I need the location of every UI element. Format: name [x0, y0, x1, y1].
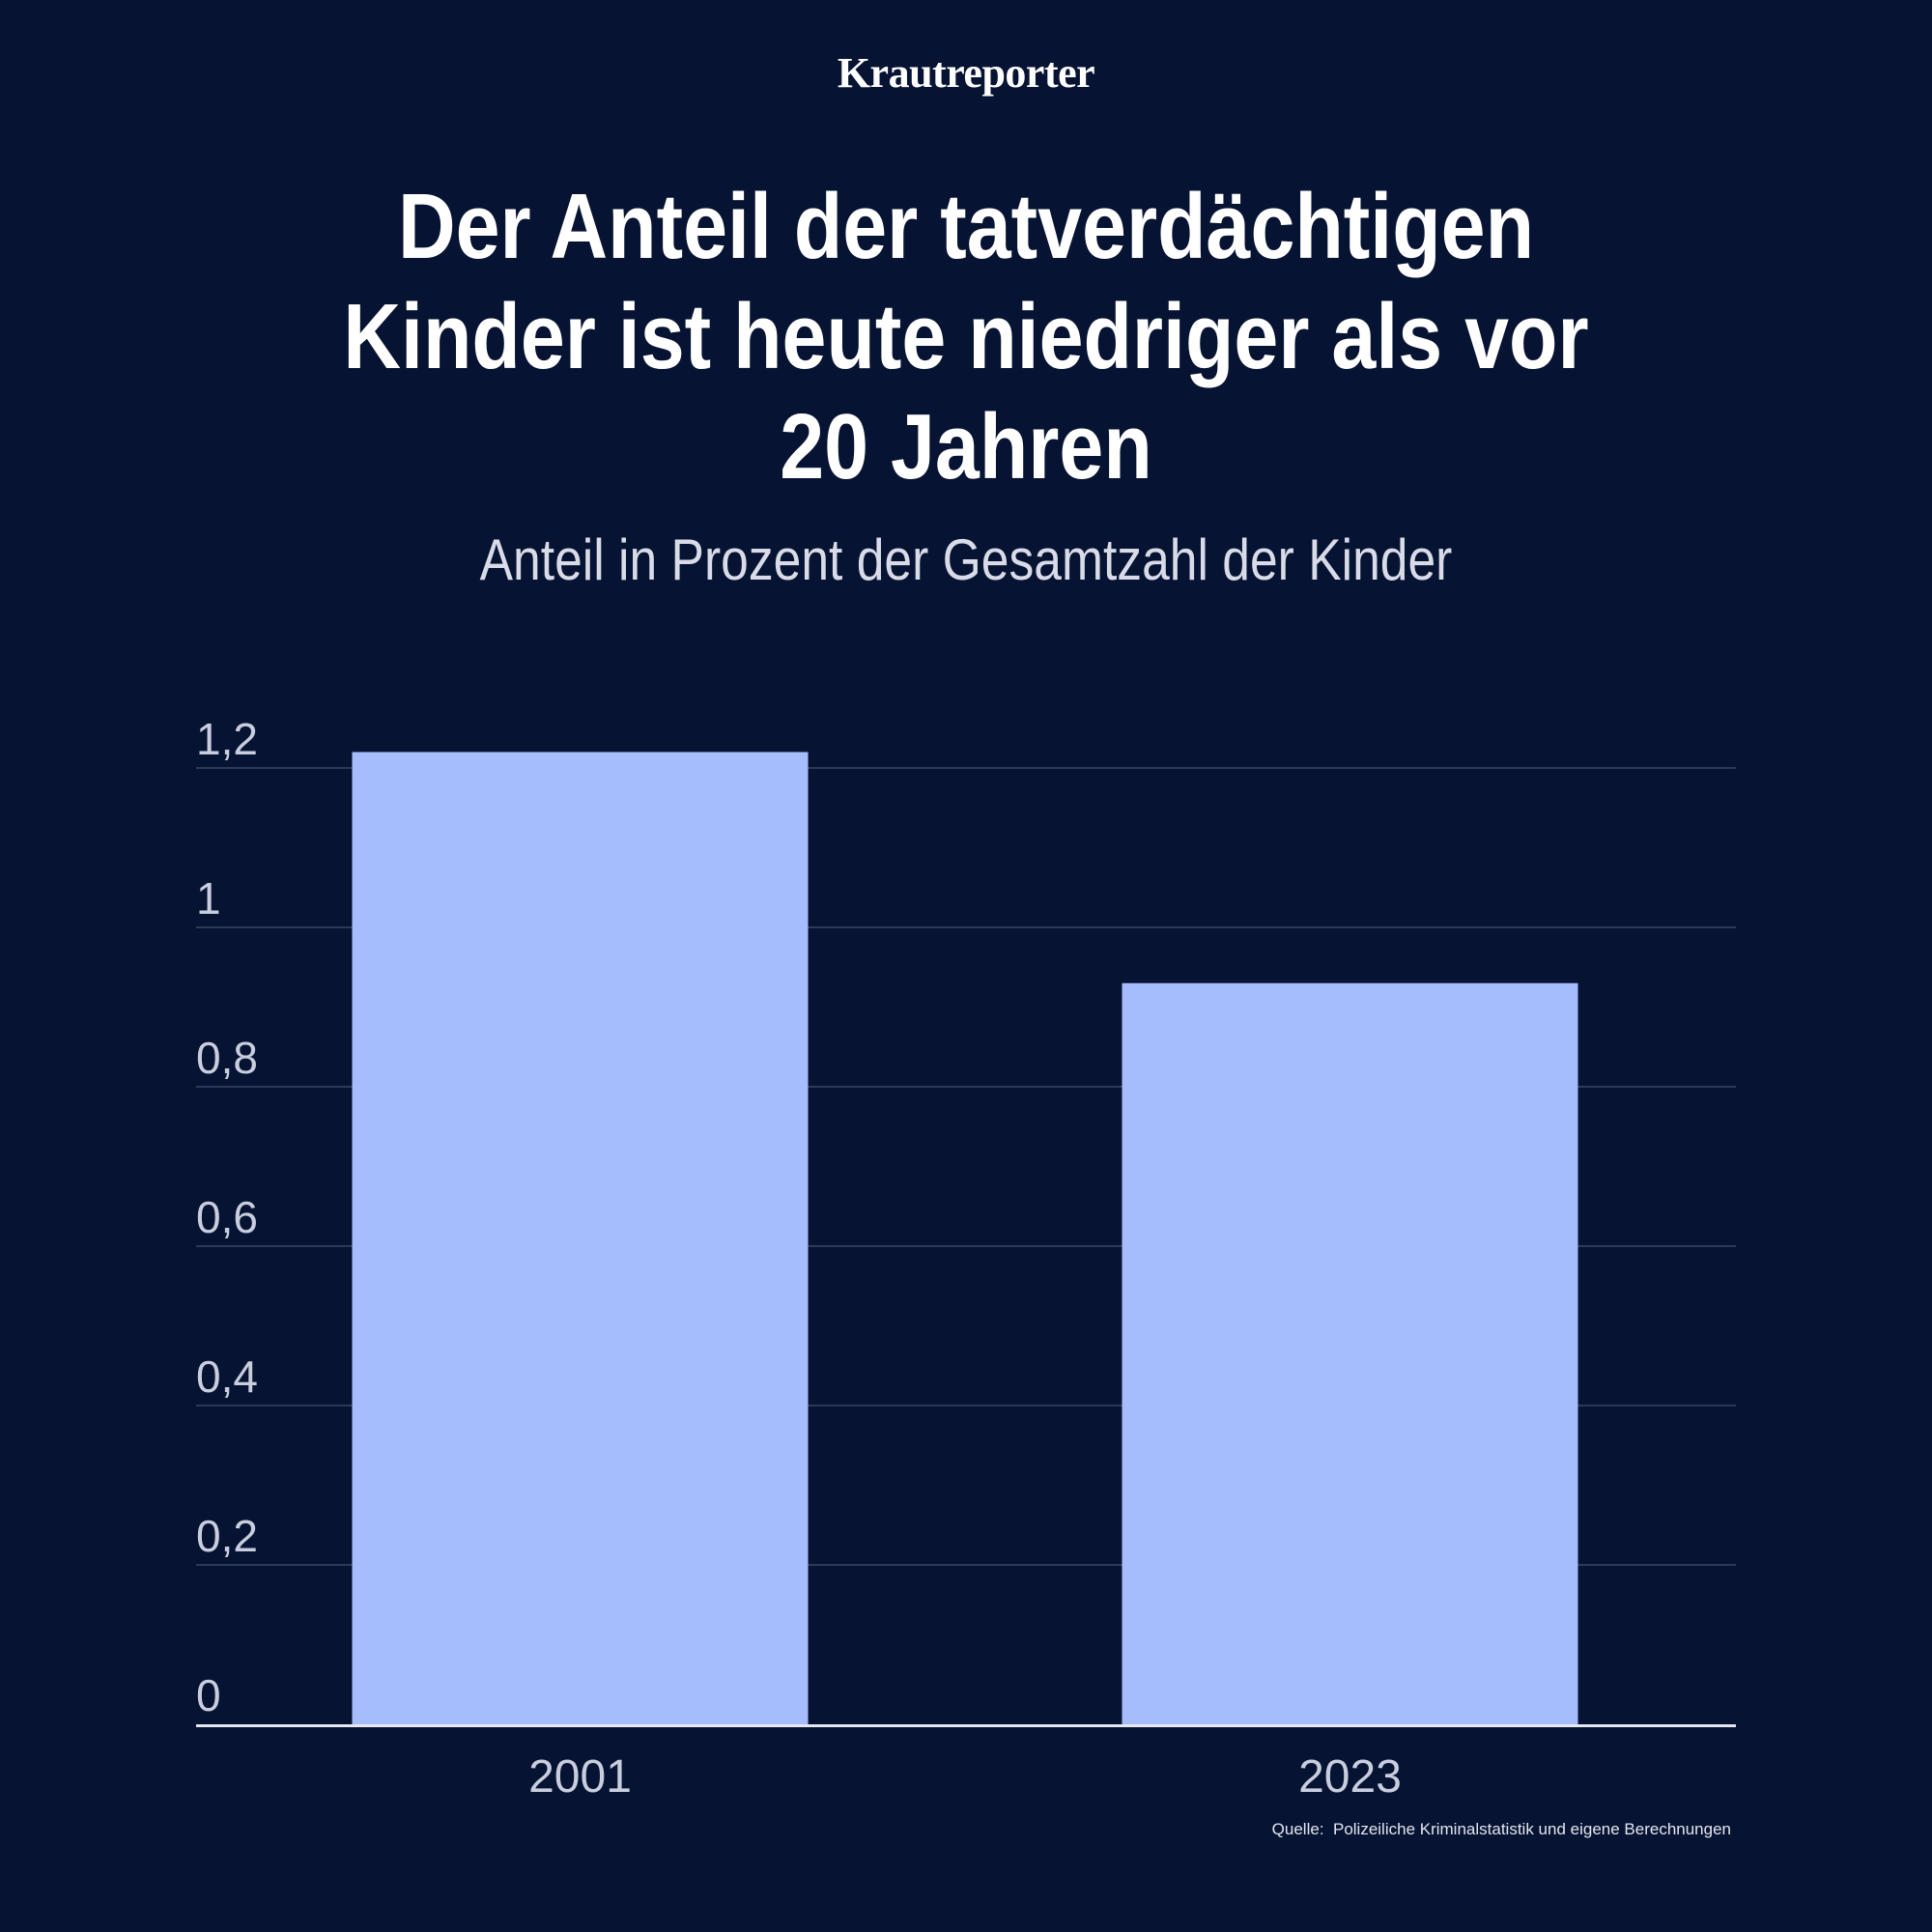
bar-2023: [1122, 982, 1578, 1724]
x-axis-labels: 2001 2023: [528, 1751, 1402, 1797]
y-tick-label: 0,8: [196, 1033, 258, 1083]
y-tick-label: 1,2: [196, 714, 258, 764]
chart-title: Der Anteil der tatverdächtigen Kinder is…: [343, 175, 1589, 498]
y-tick-label: 0: [196, 1670, 221, 1720]
y-tick-label: 0,2: [196, 1511, 258, 1561]
bars: [352, 752, 1578, 1724]
brand-logo: Krautreporter: [837, 49, 1095, 97]
source-note: Quelle: Polizeiliche Kriminalstatistik u…: [1271, 1820, 1731, 1838]
bar-2001: [352, 752, 809, 1724]
y-tick-label: 0,4: [196, 1351, 258, 1402]
y-tick-label: 0,6: [196, 1192, 258, 1242]
y-tick-label: 1: [196, 873, 221, 923]
bar-chart: 0 0,2 0,4 0,6 0,8 1 1,2 2001 2023: [196, 714, 1736, 1797]
x-tick-label: 2023: [1298, 1751, 1402, 1797]
chart-subtitle: Anteil in Prozent der Gesamtzahl der Kin…: [479, 527, 1453, 592]
x-tick-label: 2001: [528, 1751, 632, 1797]
y-axis-ticks: 0 0,2 0,4 0,6 0,8 1 1,2: [196, 714, 258, 1720]
